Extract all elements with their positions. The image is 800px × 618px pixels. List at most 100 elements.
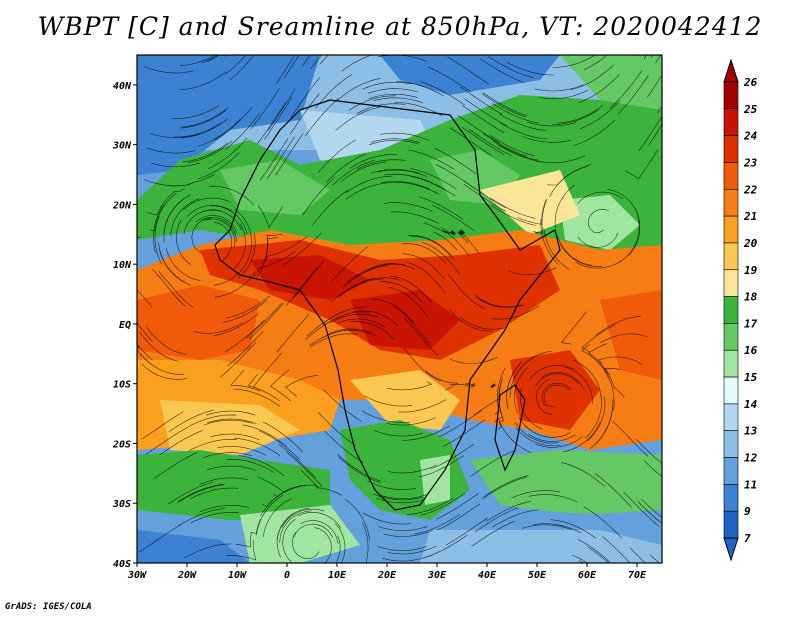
streamline <box>347 263 394 282</box>
streamline <box>166 174 215 187</box>
lon-tick-label: 10W <box>228 570 247 581</box>
colorbar-swatch <box>723 135 739 163</box>
streamline <box>349 154 397 169</box>
streamline-overlay <box>137 55 662 563</box>
streamline <box>222 300 268 323</box>
streamline <box>445 517 488 546</box>
streamline <box>203 419 253 426</box>
streamline <box>468 129 512 156</box>
streamline <box>297 511 342 529</box>
streamline <box>528 494 578 503</box>
streamline <box>490 383 496 389</box>
streamline <box>581 324 615 353</box>
streamline <box>551 109 600 125</box>
streamline <box>300 469 343 496</box>
streamline <box>311 190 348 226</box>
streamline <box>598 356 643 365</box>
streamline <box>387 545 437 555</box>
streamline <box>138 524 181 553</box>
streamline <box>183 543 232 559</box>
streamline <box>213 313 259 336</box>
streamline <box>357 159 406 170</box>
streamline <box>628 209 641 256</box>
streamline <box>214 106 253 141</box>
streamline <box>229 55 255 81</box>
streamline <box>248 302 285 340</box>
streamline <box>238 232 256 279</box>
streamline <box>330 277 374 303</box>
streamline <box>322 389 362 422</box>
streamline <box>309 329 356 346</box>
streamline <box>282 518 296 563</box>
streamline <box>476 296 524 308</box>
streamline <box>383 202 433 212</box>
streamline <box>178 508 226 526</box>
streamline <box>141 411 184 440</box>
streamline <box>187 205 233 217</box>
streamline <box>285 266 318 306</box>
streamline <box>629 547 646 563</box>
streamline <box>337 278 384 298</box>
colorbar-top-arrow-icon <box>723 58 739 83</box>
colorbar: 26 25 24 23 22 21 20 19 18 17 16 15 14 13 12 11 9 7 <box>723 58 758 562</box>
streamline <box>511 490 561 499</box>
streamline <box>396 81 444 97</box>
streamline <box>234 209 252 254</box>
streamline <box>330 313 379 323</box>
streamline <box>275 55 296 85</box>
streamline <box>257 205 283 229</box>
streamline <box>470 450 514 477</box>
streamline <box>259 430 301 460</box>
streamline <box>224 55 228 57</box>
streamline <box>283 55 300 79</box>
streamline <box>315 74 353 109</box>
streamline <box>225 55 247 75</box>
streamline <box>641 498 662 519</box>
streamline <box>488 56 534 78</box>
streamline <box>256 237 278 277</box>
lon-tick-label: 30W <box>127 570 147 581</box>
streamline <box>182 107 229 128</box>
streamline <box>318 412 356 446</box>
streamline <box>242 424 288 448</box>
streamline <box>492 305 540 320</box>
latitude-axis: 40N 30N 20N 10N EQ 10S 20S 30S 40S <box>112 81 137 570</box>
streamline <box>257 476 303 493</box>
streamline <box>492 509 539 528</box>
streamline <box>225 319 265 352</box>
streamline <box>223 55 225 56</box>
colorbar-swatch <box>723 376 739 405</box>
streamline <box>507 267 557 276</box>
streamline <box>404 317 438 356</box>
streamline <box>402 243 447 264</box>
streamline <box>264 97 293 140</box>
streamline <box>602 536 631 563</box>
streamline <box>482 476 527 500</box>
streamline <box>595 316 641 336</box>
streamline <box>655 55 662 64</box>
streamline <box>252 352 283 389</box>
streamline <box>266 136 295 179</box>
streamline <box>147 188 184 216</box>
streamline <box>309 333 358 348</box>
streamline <box>541 382 572 408</box>
streamline <box>533 198 548 234</box>
streamline <box>198 118 241 147</box>
streamline <box>377 169 428 177</box>
streamline <box>536 155 586 164</box>
streamline <box>209 185 254 206</box>
streamline <box>190 512 240 524</box>
streamline <box>535 373 579 387</box>
streamline <box>482 93 527 118</box>
streamline <box>517 199 547 225</box>
streamline <box>552 55 596 68</box>
streamline <box>637 501 662 524</box>
streamline <box>594 473 632 508</box>
streamline <box>137 289 153 308</box>
streamline <box>267 88 296 131</box>
streamline <box>625 149 659 180</box>
streamline <box>649 554 660 563</box>
streamline <box>490 205 537 226</box>
streamline <box>554 184 575 229</box>
streamline <box>269 369 291 402</box>
